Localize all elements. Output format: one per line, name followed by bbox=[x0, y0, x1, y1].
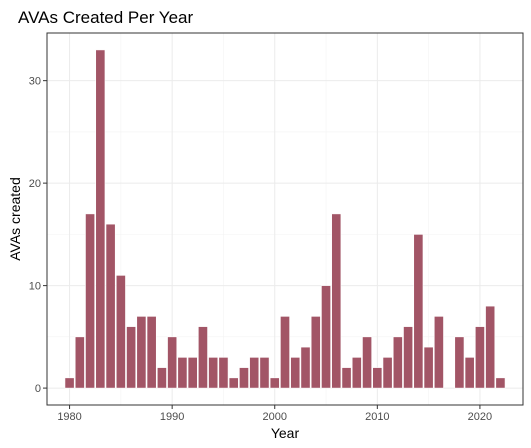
bar-2009 bbox=[362, 336, 372, 389]
x-tick-label: 1980 bbox=[57, 411, 81, 423]
bar-2018 bbox=[454, 336, 465, 389]
bar-2016 bbox=[433, 316, 444, 389]
bar-2007 bbox=[341, 367, 352, 389]
bar-1998 bbox=[249, 357, 260, 389]
bar-2001 bbox=[280, 316, 290, 389]
bar-1988 bbox=[146, 316, 157, 389]
bar-1993 bbox=[198, 326, 208, 389]
bar-1987 bbox=[136, 316, 147, 389]
y-axis-title: AVAs created bbox=[7, 177, 23, 261]
x-tick-label: 2000 bbox=[262, 411, 286, 423]
bar-1991 bbox=[177, 357, 188, 389]
bar-2006 bbox=[331, 213, 342, 389]
x-axis: 1980 1990 2000 2010 2020 bbox=[57, 405, 492, 423]
bar-2022 bbox=[495, 377, 506, 389]
bar-2020 bbox=[474, 326, 485, 389]
y-tick-label: 0 bbox=[35, 383, 41, 395]
bar-1984 bbox=[105, 223, 116, 389]
bar-2013 bbox=[403, 326, 414, 389]
y-tick-label: 20 bbox=[29, 178, 41, 190]
bar-2003 bbox=[300, 346, 311, 389]
chart-title: AVAs Created Per Year bbox=[18, 8, 193, 27]
bar-1994 bbox=[208, 357, 219, 389]
bar-2005 bbox=[321, 285, 331, 389]
bar-2019 bbox=[464, 357, 475, 389]
x-axis-title: Year bbox=[271, 425, 300, 441]
x-tick-label: 2010 bbox=[365, 411, 389, 423]
y-axis: 0 10 20 30 bbox=[29, 76, 47, 395]
bar-2002 bbox=[290, 357, 301, 389]
bar-1995 bbox=[218, 357, 229, 389]
bar-1999 bbox=[259, 357, 270, 389]
bar-1983 bbox=[95, 49, 106, 389]
bar-2015 bbox=[423, 346, 434, 389]
bar-2012 bbox=[392, 336, 403, 389]
bar-2000 bbox=[269, 377, 280, 389]
bar-1990 bbox=[167, 336, 178, 389]
bar-1986 bbox=[126, 326, 137, 389]
y-tick-label: 10 bbox=[29, 281, 41, 293]
bar-2014 bbox=[413, 234, 424, 389]
bars bbox=[64, 49, 506, 389]
bar-1982 bbox=[85, 213, 96, 389]
bar-1989 bbox=[156, 367, 167, 389]
x-tick-label: 1990 bbox=[160, 411, 184, 423]
bar-1981 bbox=[74, 336, 85, 389]
bar-1980 bbox=[64, 377, 75, 389]
bar-1992 bbox=[187, 357, 198, 389]
bar-1997 bbox=[239, 367, 249, 389]
bar-2011 bbox=[382, 357, 393, 389]
bar-2008 bbox=[351, 357, 362, 389]
bar-1996 bbox=[228, 377, 239, 389]
y-tick-label: 30 bbox=[29, 76, 41, 88]
bar-2004 bbox=[310, 316, 321, 389]
x-tick-label: 2020 bbox=[468, 411, 492, 423]
bar-2010 bbox=[372, 367, 383, 389]
bar-2021 bbox=[485, 305, 496, 389]
bar-1985 bbox=[115, 275, 126, 389]
plot-panel bbox=[46, 32, 524, 406]
